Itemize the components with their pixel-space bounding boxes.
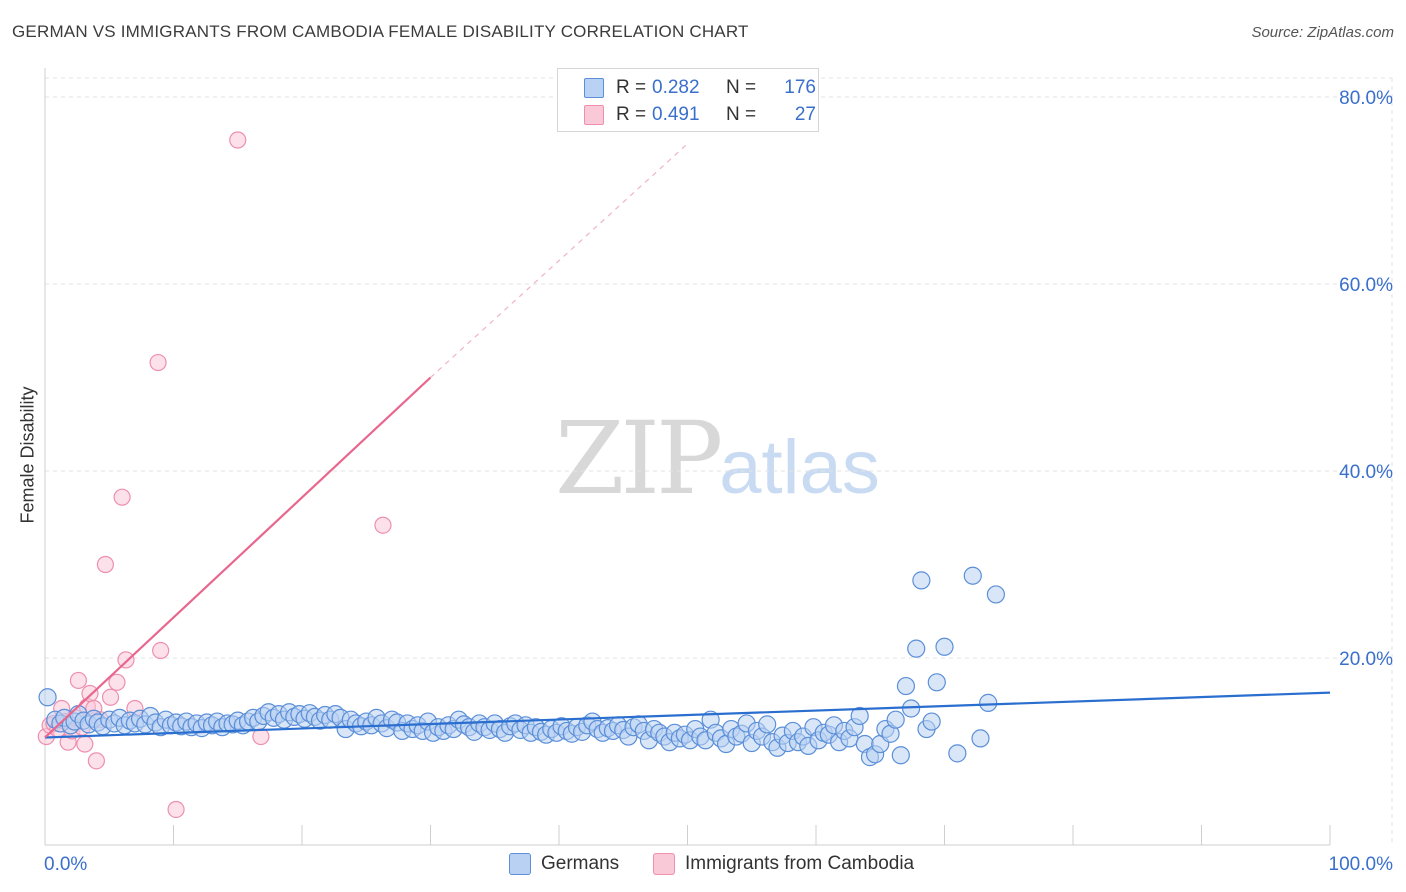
y-tick-label: 80.0%: [1339, 88, 1393, 109]
legend-n-value: 27: [794, 104, 816, 125]
cambodia-point: [152, 641, 170, 660]
bottom-legend-label: Immigrants from Cambodia: [685, 853, 915, 874]
legend-r-label: R =: [616, 77, 647, 98]
germans-point: [891, 746, 910, 765]
germans-point: [986, 585, 1006, 604]
germans-point: [886, 710, 905, 729]
germans-point: [971, 729, 990, 748]
cambodia-point: [117, 651, 135, 669]
cambodia-point: [108, 673, 126, 691]
trend-lines: [44, 143, 1331, 739]
germans-point: [912, 571, 931, 590]
legend-swatch-blue: [584, 78, 604, 98]
germans-point: [922, 712, 941, 731]
legend-r-value: 0.491: [652, 104, 700, 125]
x-tick-label: 0.0%: [44, 854, 87, 875]
cambodia-point: [101, 688, 120, 706]
cambodia-point: [167, 800, 185, 819]
germans-point: [896, 676, 916, 696]
cambodia-point: [69, 671, 88, 690]
zipatlas-watermark: ZIPatlas: [555, 400, 880, 517]
bottom-legend-label: Germans: [541, 853, 620, 874]
legend-n-label: N =: [726, 77, 757, 98]
bottom-legend-swatch-pink: [653, 853, 675, 875]
watermark-atlas: atlas: [719, 425, 880, 510]
legend-r-value: 0.282: [652, 77, 700, 98]
axes: [44, 68, 1331, 846]
y-axis-label: Female Disability: [17, 386, 38, 524]
y-tick-label: 40.0%: [1339, 462, 1393, 483]
cambodia-point: [81, 684, 99, 703]
y-tick-label: 20.0%: [1339, 649, 1393, 670]
germans-point: [963, 566, 982, 585]
y-tick-label: 60.0%: [1339, 275, 1393, 296]
tick-labels: 20.0% 40.0% 60.0% 80.0% 0.0% 100.0%: [44, 88, 1393, 875]
chart-title: GERMAN VS IMMIGRANTS FROM CAMBODIA FEMAL…: [12, 22, 749, 41]
germans-points: [38, 566, 1006, 767]
cambodia-point: [113, 488, 131, 506]
cambodia-point: [87, 752, 106, 770]
germans-point: [758, 715, 777, 734]
source-label: Source: ZipAtlas.com: [1251, 24, 1394, 41]
germans-point: [850, 706, 869, 726]
germans-point: [907, 639, 926, 658]
cambodia-point: [229, 131, 247, 149]
cambodia-point: [149, 353, 167, 372]
germans-point: [979, 693, 998, 712]
cambodia-point: [96, 555, 114, 574]
germans-trend-line: [44, 691, 1331, 739]
cambodia-point: [76, 735, 94, 753]
cambodia-trend-extension: [430, 143, 688, 378]
legend-n-value: 176: [784, 77, 816, 98]
cambodia-trend-line: [44, 376, 432, 739]
x-tick-label: 100.0%: [1329, 854, 1394, 875]
germans-point: [927, 673, 946, 692]
germans-point: [935, 637, 954, 656]
germans-point: [38, 688, 57, 707]
watermark-zip: ZIP: [555, 400, 723, 517]
cambodia-point: [374, 516, 392, 534]
germans-point: [948, 744, 967, 763]
legend-n-label: N =: [726, 104, 757, 125]
correlation-legend: R = 0.282 N = 176 R = 0.491 N = 27: [557, 68, 819, 132]
legend-r-label: R =: [616, 104, 647, 125]
legend-swatch-pink: [584, 105, 604, 125]
bottom-legend-swatch-blue: [509, 853, 531, 875]
